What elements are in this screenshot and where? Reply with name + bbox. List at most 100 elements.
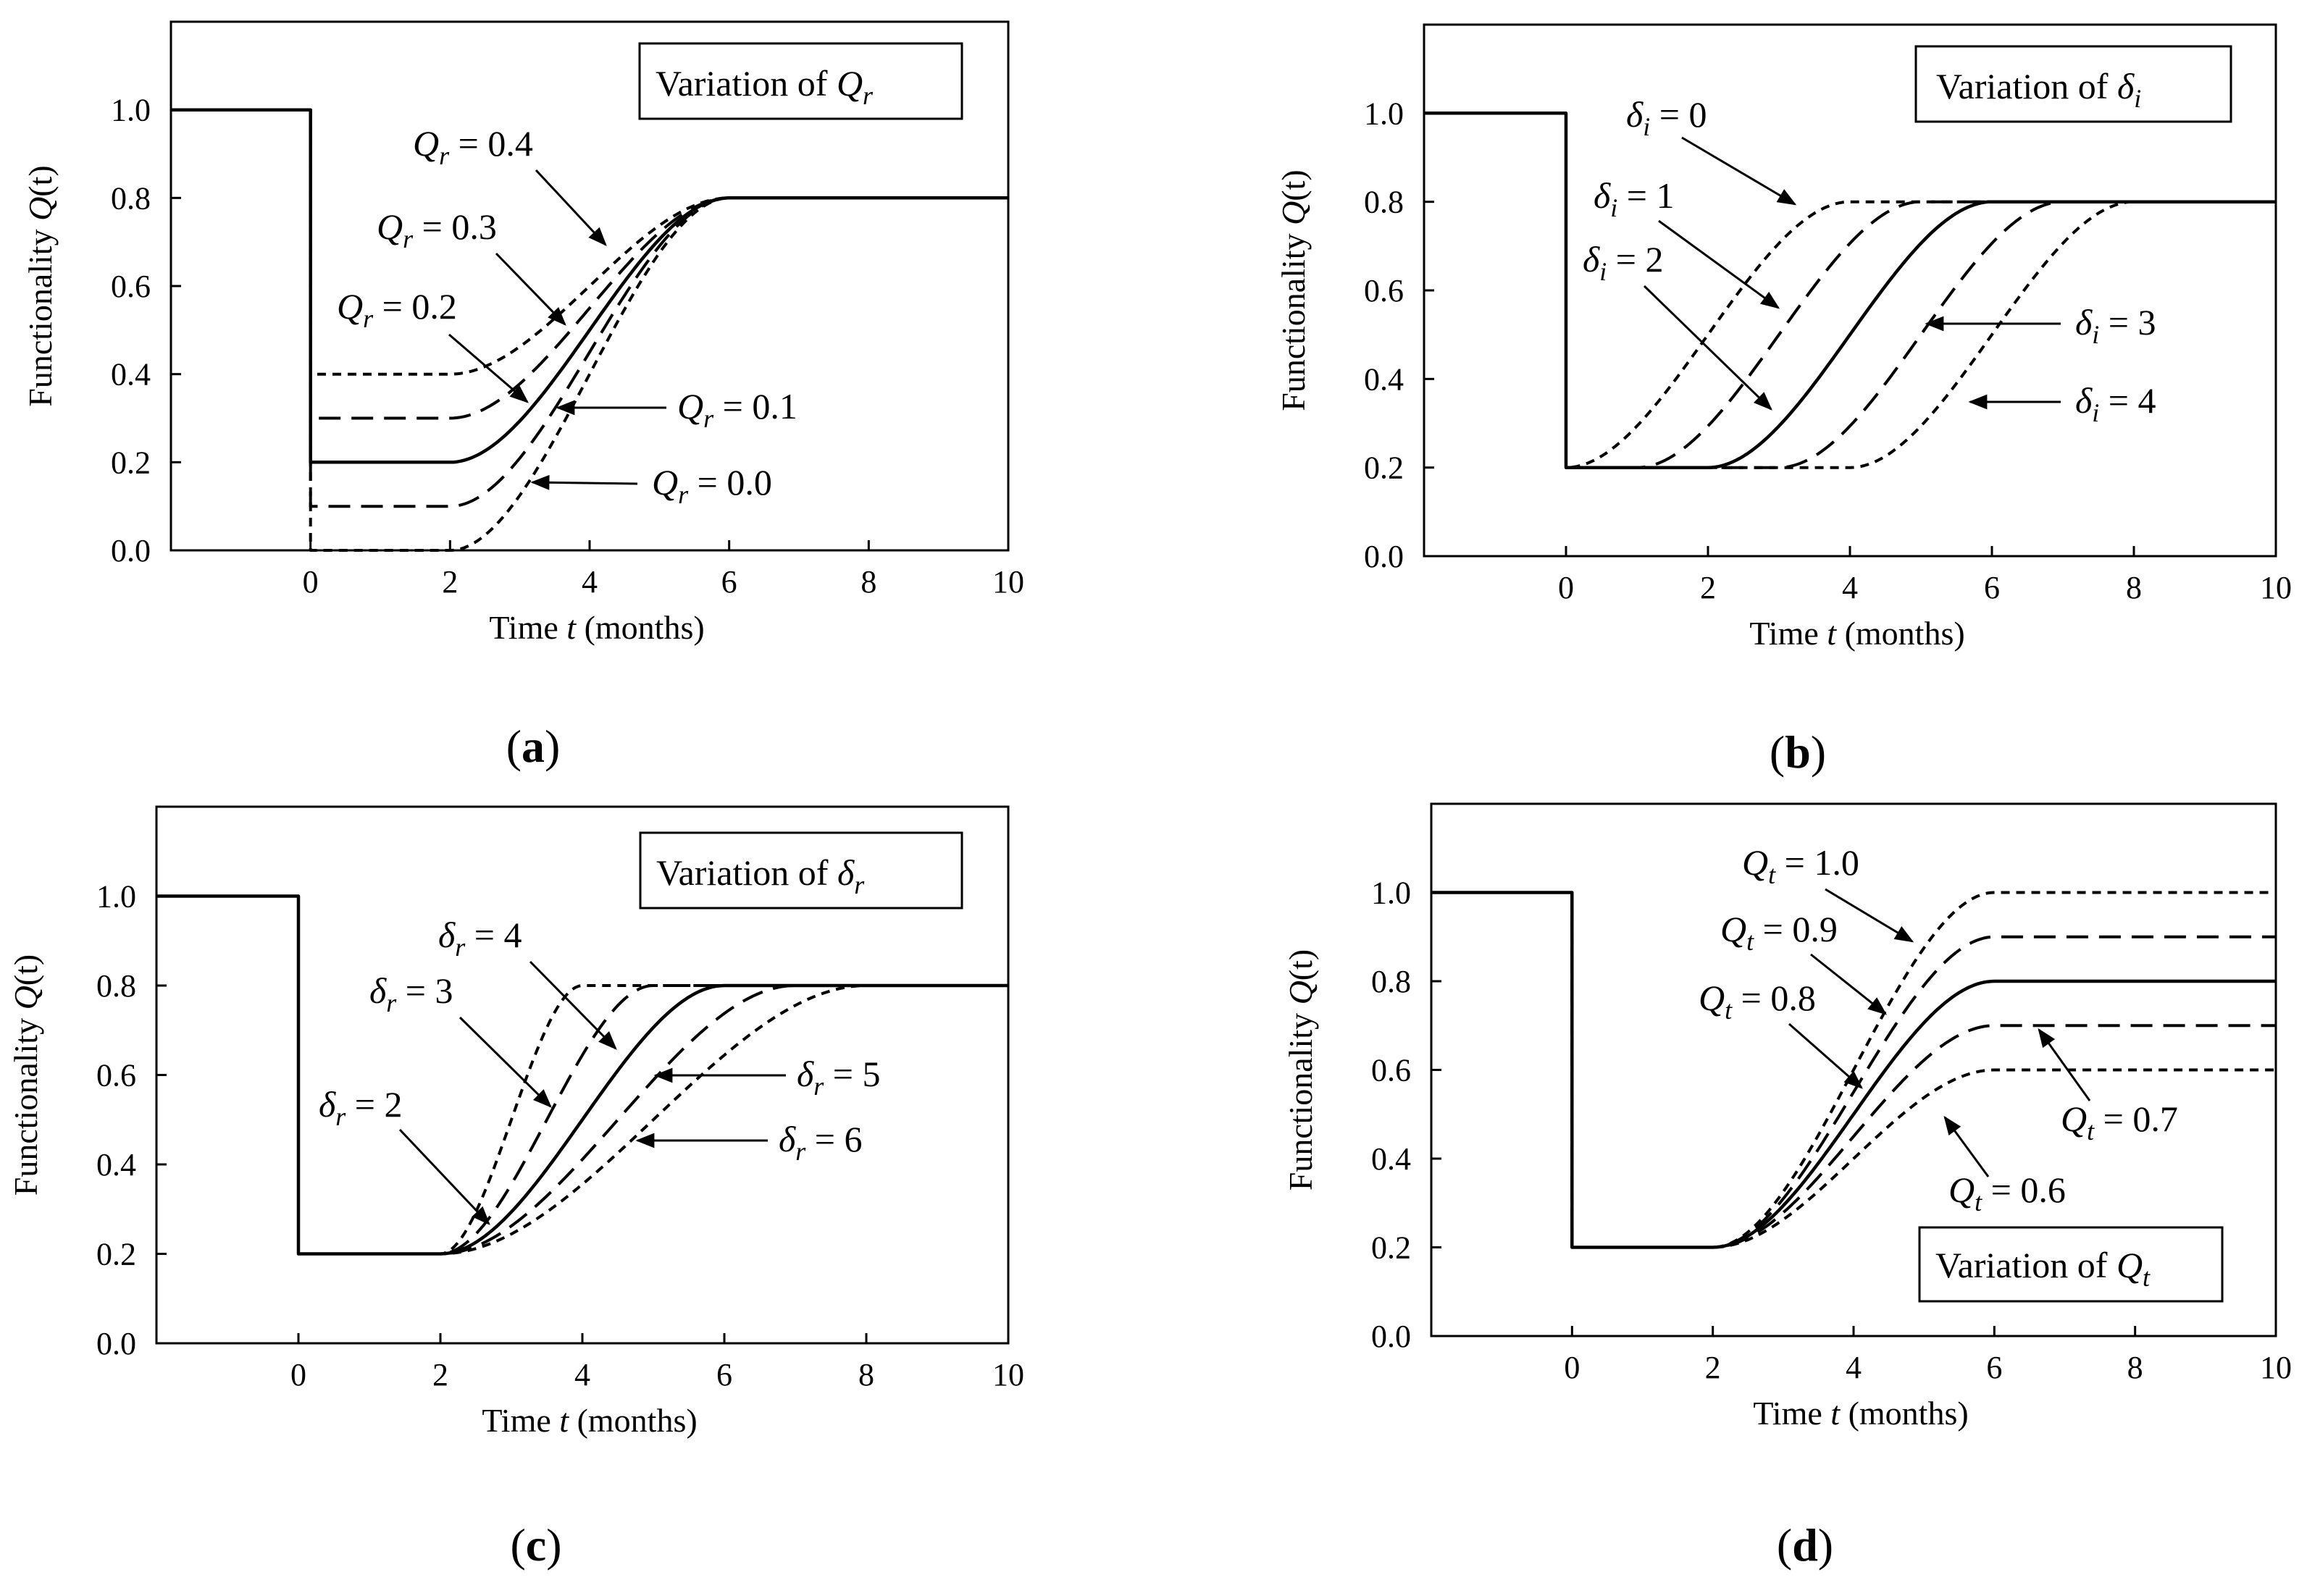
series-annotation: δr = 5: [797, 1054, 880, 1101]
variation-box: [1914, 45, 2232, 123]
x-axis-label: Time t (months): [482, 1402, 697, 1439]
y-tick-label: 0.2: [1364, 450, 1404, 486]
x-tick-label: 10: [2260, 1350, 2292, 1385]
y-tick-label: 0.2: [111, 445, 151, 480]
annotation-arrow: [529, 960, 617, 1050]
annotation-arrow: [495, 252, 566, 326]
annotation-arrow: [448, 333, 529, 403]
series-line-a-3: [171, 108, 1008, 508]
y-axis-label: Functionality Q(t): [22, 165, 59, 406]
y-tick-label: 0.8: [96, 968, 136, 1004]
variation-box: [639, 831, 963, 910]
y-tick-label: 1.0: [1371, 875, 1411, 911]
annotation-arrow: [1643, 285, 1772, 411]
variation-box: [638, 42, 963, 120]
annotation-arrow: [1658, 219, 1780, 309]
series-line-b-1: [1424, 112, 2276, 469]
x-tick-label: 4: [1842, 570, 1858, 605]
series-line-d-0: [1431, 891, 2276, 1249]
y-axis-label: Functionality Q(t): [7, 954, 44, 1196]
y-tick-label: 0.6: [111, 269, 151, 304]
x-tick-label: 2: [432, 1357, 448, 1393]
x-tick-label: 10: [992, 564, 1024, 600]
x-tick-label: 6: [721, 564, 737, 600]
x-tick-label: 4: [574, 1357, 590, 1393]
y-tick-label: 0.8: [1371, 964, 1411, 999]
x-tick-label: 0: [303, 564, 319, 600]
series-annotation: Qt = 1.0: [1742, 842, 1859, 889]
x-tick-label: 10: [992, 1357, 1024, 1393]
series-annotation: δr = 6: [779, 1119, 862, 1166]
panel-c: 0 2 4 6 8 10 0.0 0.2 0.4 0.6 0.8 1.0 Time t (months)…: [7, 805, 1024, 1439]
y-tick-label: 0.0: [96, 1326, 136, 1361]
y-tick-label: 0.2: [96, 1237, 136, 1272]
variation-label: Variation of δr: [656, 852, 865, 899]
y-axis-label: Functionality Q(t): [1275, 169, 1312, 411]
x-tick-label: 8: [2127, 1350, 2143, 1385]
y-tick-label: 0.8: [1364, 185, 1404, 220]
series-annotation: Qr = 0.3: [377, 206, 497, 253]
series-annotation: δr = 2: [319, 1084, 402, 1131]
panel-a: 0 2 4 6 8 10 0.0 0.2 0.4 0.6 0.8 1.0 Time t (months)…: [22, 20, 1024, 646]
y-tick-label: 0.4: [96, 1147, 136, 1183]
y-tick-label: 1.0: [1364, 96, 1404, 131]
series-line-c-0: [156, 894, 1008, 1256]
y-tick-label: 0.6: [1371, 1053, 1411, 1088]
series-annotation: δi = 4: [2075, 380, 2156, 427]
y-tick-label: 1.0: [111, 93, 151, 128]
series-line-a-1: [171, 108, 1008, 420]
x-tick-label: 8: [2126, 570, 2142, 605]
y-tick-label: 0.0: [111, 533, 151, 568]
annotation-arrow: [398, 1128, 490, 1225]
x-tick-label: 2: [442, 564, 458, 600]
series-annotation: Qt = 0.7: [2061, 1099, 2178, 1146]
y-tick-label: 1.0: [96, 879, 136, 915]
annotation-arrow: [1788, 1022, 1863, 1089]
series-line-a-4: [171, 108, 1008, 552]
x-tick-label: 8: [858, 1357, 874, 1393]
y-tick-label: 0.6: [1364, 273, 1404, 308]
series-line-c-4: [156, 894, 1008, 1256]
x-tick-label: 2: [1700, 570, 1716, 605]
series-annotation: Qr = 0.0: [652, 462, 772, 509]
series-annotation: Qr = 0.2: [337, 286, 457, 333]
x-tick-label: 2: [1705, 1350, 1721, 1385]
series-annotation: δi = 1: [1594, 175, 1674, 222]
series-line-c-1: [156, 894, 1008, 1256]
variation-label: Variation of Qt: [1935, 1245, 2151, 1292]
annotation-arrow: [530, 474, 638, 490]
x-axis-label: Time t (months): [1753, 1395, 1968, 1432]
x-tick-label: 4: [582, 564, 598, 600]
y-tick-label: 0.8: [111, 180, 151, 216]
x-tick-label: 8: [861, 564, 876, 600]
x-tick-label: 6: [1984, 570, 2000, 605]
annotation-arrow: [535, 169, 607, 246]
series-line-a-0: [171, 108, 1008, 376]
x-axis-label: Time t (months): [1749, 615, 1964, 652]
x-tick-label: 4: [1846, 1350, 1862, 1385]
variation-label: Variation of δi: [1936, 66, 2141, 113]
annotation-arrow: [459, 1016, 552, 1108]
series-line-b-4: [1424, 112, 2276, 469]
annotation-arrow: [1681, 136, 1797, 206]
y-tick-label: 0.2: [1371, 1230, 1411, 1266]
y-tick-label: 0.0: [1371, 1319, 1411, 1354]
annotation-arrow: [2038, 1028, 2091, 1101]
series-annotation: δi = 0: [1626, 94, 1707, 141]
series-line-a-2: [171, 108, 1008, 464]
x-tick-label: 0: [1558, 570, 1574, 605]
panel-label-a: (a): [506, 721, 561, 772]
y-tick-label: 0.0: [1364, 539, 1404, 574]
y-tick-label: 0.6: [96, 1058, 136, 1093]
series-annotation: δr = 3: [369, 970, 453, 1017]
panel-d: 0 2 4 6 8 10 0.0 0.2 0.4 0.6 0.8 1.0 Time t (months)…: [1282, 802, 2292, 1432]
y-tick-label: 0.4: [111, 357, 151, 392]
annotation-arrow: [1810, 953, 1888, 1015]
series-annotation: δr = 4: [438, 915, 522, 962]
series-annotation: Qr = 0.4: [413, 123, 533, 170]
x-tick-label: 6: [716, 1357, 732, 1393]
series-line-d-3: [1431, 891, 2276, 1249]
series-annotation: Qt = 0.8: [1699, 978, 1816, 1025]
panel-label-d: (d): [1777, 1519, 1833, 1571]
